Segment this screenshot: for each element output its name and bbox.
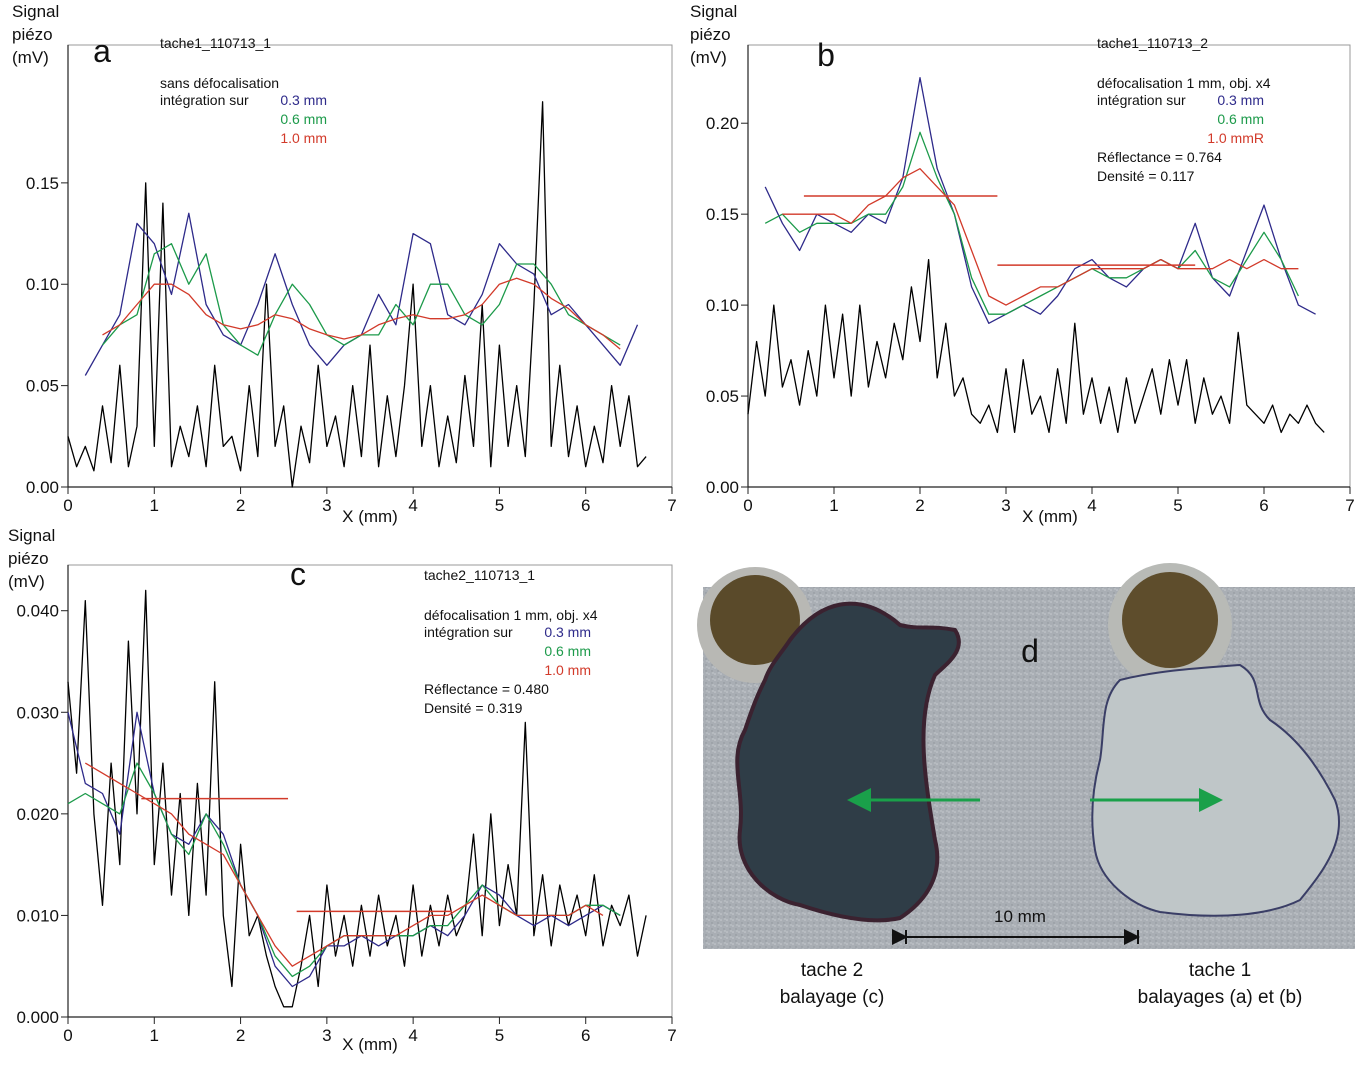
- x-tick-label: 5: [495, 1026, 504, 1045]
- annotation: sans défocalisation: [160, 75, 279, 91]
- y-tick-label: 0.00: [26, 478, 59, 497]
- x-tick-label: 0: [743, 496, 752, 515]
- annotation: défocalisation 1 mm, obj. x4: [424, 607, 598, 623]
- legend-label: 0.6 mm: [544, 643, 591, 659]
- chart: 0.000 0.010 0.020 0.030 0.040 0 1 2 3 4 5 6 7 Signal p…: [8, 526, 677, 1054]
- dark-stain: [735, 601, 961, 923]
- annotation: tache1_110713_1: [160, 35, 271, 51]
- y-tick-label: 0.040: [16, 602, 59, 621]
- y-tick-label: 0.15: [706, 205, 739, 224]
- panel-label: d: [1021, 633, 1039, 669]
- series-line: [67, 762, 621, 978]
- annotation: tache1_110713_2: [1097, 35, 1208, 51]
- annotation: intégration sur: [424, 624, 513, 640]
- series-line: [84, 762, 604, 967]
- caption: tache 1: [1189, 960, 1251, 981]
- scale-label: 10 mm: [994, 907, 1046, 926]
- x-tick-label: 5: [495, 496, 504, 515]
- y-axis-label: Signal: [690, 2, 737, 21]
- annotation: intégration sur: [160, 92, 249, 108]
- x-tick-label: 3: [322, 496, 331, 515]
- x-axis-label: X (mm): [1022, 507, 1078, 526]
- x-tick-label: 3: [1001, 496, 1010, 515]
- legend-label: 0.3 mm: [544, 624, 591, 640]
- annotation: tache2_110713_1: [424, 567, 535, 583]
- legend-label: 1.0 mm: [544, 662, 591, 678]
- y-tick-label: 0.20: [706, 114, 739, 133]
- y-tick-label: 0.00: [706, 478, 739, 497]
- y-tick-label: 0.15: [26, 174, 59, 193]
- y-axis-label: piézo: [12, 25, 53, 44]
- x-tick-label: 4: [408, 496, 417, 515]
- x-tick-label: 0: [63, 1026, 72, 1045]
- legend-label: 0.6 mm: [280, 111, 327, 127]
- x-tick-label: 1: [829, 496, 838, 515]
- y-tick-label: 0.020: [16, 805, 59, 824]
- chart: 0.00 0.05 0.10 0.15 0.20 0 1 2 3 4 5 6 7 Signal piézo (…: [690, 2, 1355, 526]
- y-axis-label: (mV): [12, 48, 49, 67]
- y-axis-label: (mV): [8, 572, 45, 591]
- x-tick-label: 7: [1345, 496, 1354, 515]
- photo: 10 mm d tache 2 balayage (c) tache 1 bal…: [697, 563, 1355, 1008]
- x-tick-label: 6: [581, 496, 590, 515]
- x-tick-label: 0: [63, 496, 72, 515]
- series-line: [102, 277, 621, 350]
- legend-label: 0.3 mm: [280, 92, 327, 108]
- annotation: Densité = 0.117: [1097, 168, 1195, 184]
- y-tick-label: 0.010: [16, 906, 59, 925]
- x-tick-label: 2: [915, 496, 924, 515]
- legend-label: 1.0 mm: [280, 130, 327, 146]
- y-tick-label: 0.000: [16, 1008, 59, 1027]
- x-tick-label: 3: [322, 1026, 331, 1045]
- x-axis-label: X (mm): [342, 1035, 398, 1054]
- series-line: [102, 243, 621, 356]
- x-tick-label: 2: [236, 1026, 245, 1045]
- y-tick-label: 0.10: [706, 296, 739, 315]
- x-tick-label: 1: [150, 1026, 159, 1045]
- annotation: défocalisation 1 mm, obj. x4: [1097, 75, 1271, 91]
- x-tick-label: 7: [667, 1026, 676, 1045]
- annotation: Réflectance = 0.764: [1097, 149, 1222, 165]
- y-tick-label: 0.05: [706, 387, 739, 406]
- series-line: [67, 101, 647, 488]
- series-line: [782, 168, 1299, 306]
- panel-label: a: [93, 33, 111, 69]
- x-tick-label: 7: [667, 496, 676, 515]
- series-line: [764, 77, 1316, 324]
- annotation: intégration sur: [1097, 92, 1186, 108]
- x-tick-label: 1: [150, 496, 159, 515]
- panel-label: b: [817, 37, 835, 73]
- y-axis-label: piézo: [690, 25, 731, 44]
- x-tick-label: 6: [581, 1026, 590, 1045]
- y-axis-label: Signal: [12, 2, 59, 21]
- x-axis-label: X (mm): [342, 507, 398, 526]
- y-tick-label: 0.05: [26, 377, 59, 396]
- x-tick-label: 4: [1087, 496, 1096, 515]
- panel-label: c: [290, 556, 306, 592]
- chart: 0.00 0.05 0.10 0.15 0 1 2 3 4 5 6 7 Signal piézo (mV) X…: [12, 2, 677, 526]
- caption: balayages (a) et (b): [1138, 987, 1303, 1008]
- y-axis-label: piézo: [8, 549, 49, 568]
- series-line: [747, 258, 1325, 434]
- annotation: Densité = 0.319: [424, 700, 523, 716]
- x-tick-label: 4: [408, 1026, 417, 1045]
- y-tick-label: 0.10: [26, 275, 59, 294]
- x-tick-label: 2: [236, 496, 245, 515]
- series-line: [764, 131, 1299, 315]
- caption: tache 2: [801, 960, 863, 981]
- x-tick-label: 5: [1173, 496, 1182, 515]
- y-axis-label: Signal: [8, 526, 55, 545]
- legend-label: 1.0 mmR: [1207, 130, 1264, 146]
- hole-inner: [1122, 572, 1218, 668]
- x-tick-label: 6: [1259, 496, 1268, 515]
- legend-label: 0.3 mm: [1217, 92, 1264, 108]
- hole-inner: [710, 575, 800, 665]
- annotation: Réflectance = 0.480: [424, 681, 549, 697]
- plot-frame: [67, 44, 673, 488]
- y-tick-label: 0.030: [16, 703, 59, 722]
- y-axis-label: (mV): [690, 48, 727, 67]
- legend-label: 0.6 mm: [1217, 111, 1264, 127]
- caption: balayage (c): [780, 987, 885, 1008]
